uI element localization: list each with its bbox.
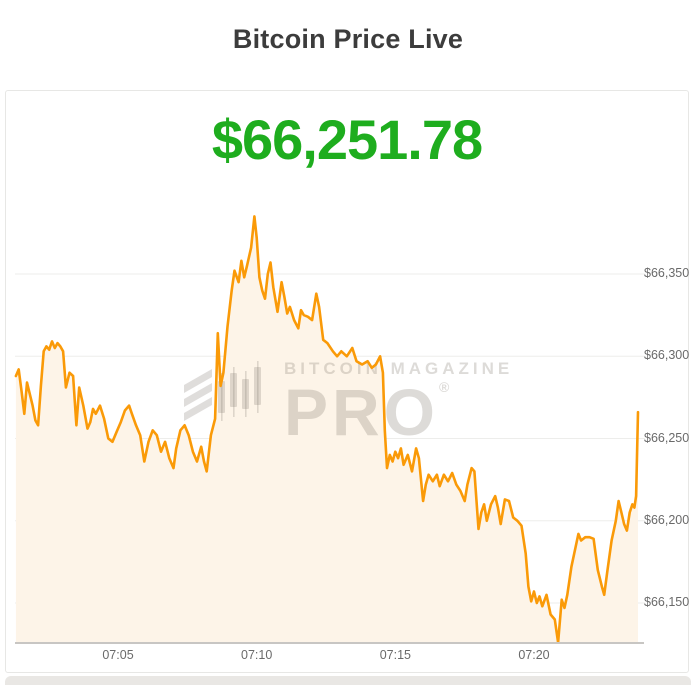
x-axis-label: 07:05 (102, 648, 134, 662)
y-axis-label: $66,200 (644, 512, 690, 527)
registered-mark-icon: ® (439, 379, 450, 395)
watermark-brand-top: BITCOIN MAGAZINE (284, 359, 514, 378)
x-axis-label: 07:10 (241, 648, 273, 662)
price-chart-card: $66,251.78 BITCOI (5, 90, 689, 673)
price-polyline (14, 215, 640, 644)
page-title: Bitcoin Price Live (232, 24, 464, 54)
x-axis-label: 07:15 (379, 648, 411, 662)
y-axis-label: $66,350 (644, 266, 690, 280)
chart-area-fill (15, 216, 645, 643)
price-chart[interactable]: BITCOIN MAGAZINE PRO® $66,150 $66,200 $66,… (6, 91, 690, 674)
bottom-strip (5, 676, 691, 685)
y-axis-label: $66,150 (644, 595, 690, 609)
price-line (14, 215, 644, 644)
live-price: $66,251.78 (211, 108, 483, 171)
candlestick-logo-icon (184, 361, 261, 421)
watermark: BITCOIN MAGAZINE PRO® (182, 359, 509, 449)
watermark-brand-main: PRO® (284, 375, 450, 449)
x-axis-label: 07:20 (518, 648, 550, 662)
area-fill (15, 216, 638, 643)
y-axis-label: $66,300 (644, 348, 690, 363)
y-axis-label: $66,250 (644, 430, 690, 445)
